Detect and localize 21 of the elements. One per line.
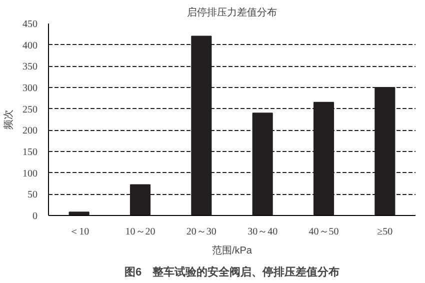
y-tick-label: 400 xyxy=(22,40,38,52)
x-tick-label: ≥50 xyxy=(377,226,393,238)
x-tick-label: ＜10 xyxy=(69,226,90,238)
y-tick-label: 200 xyxy=(22,126,38,137)
x-tick-label: 10～20 xyxy=(125,226,156,238)
y-tick-label: 350 xyxy=(22,62,38,73)
y-tick-label: 250 xyxy=(22,104,38,116)
bar xyxy=(68,212,90,216)
x-tick-label: 20～30 xyxy=(186,226,216,238)
y-tick-label: 100 xyxy=(22,168,38,180)
y-tick-label: 50 xyxy=(28,190,38,201)
x-tick-label: 30～40 xyxy=(248,226,278,238)
y-tick-label: 0 xyxy=(32,211,38,222)
chart-title: 启停排压力差值分布 xyxy=(187,6,277,18)
y-tick-label: 450 xyxy=(22,19,38,30)
y-tick-label: 150 xyxy=(22,147,38,158)
y-tick-label: 300 xyxy=(22,83,38,94)
caption: 图6 整车试验的安全阀启、停排压差值分布 xyxy=(124,266,340,278)
x-tick-label: 40～50 xyxy=(308,226,339,238)
y-axis-title: 频次 xyxy=(2,110,14,130)
x-axis-title: 范围/kPa xyxy=(212,244,252,256)
